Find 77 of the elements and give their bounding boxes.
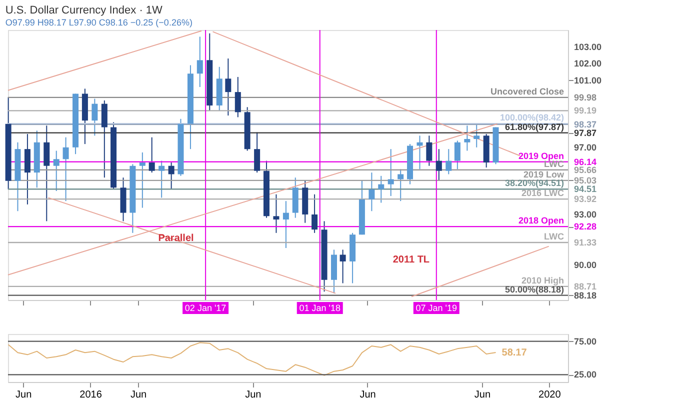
ref-line-label: 2016 LWC (521, 188, 564, 198)
candlestick (158, 160, 165, 198)
ref-line-label: 07 Jan '19 (416, 303, 458, 313)
x-tick-label: Jun (245, 390, 262, 398)
y-tick-label: 103.00 (574, 42, 602, 52)
ref-line-label: 2019 Low (523, 169, 565, 180)
chart-title: U.S. Dollar Currency Index · 1W (5, 4, 164, 16)
candlestick (454, 140, 460, 170)
candlestick (464, 125, 470, 152)
annotation: Parallel (158, 232, 194, 244)
line-series (8, 342, 496, 376)
candlestick (436, 148, 442, 182)
candlestick (53, 150, 60, 192)
candlestick (398, 168, 404, 202)
y-tick-label: 102.00 (574, 58, 602, 69)
ref-line-label: 01 Jan '18 (299, 303, 341, 313)
y-tick-label: 93.00 (574, 209, 597, 220)
candlestick (168, 162, 174, 190)
candlestick (282, 200, 289, 249)
x-tick-label: Jun (474, 390, 491, 398)
ref-line-label: 02 Jan '17 (184, 303, 226, 313)
candlestick (474, 123, 480, 148)
y-tick-label: 96.14 (574, 156, 597, 167)
candlestick (254, 132, 260, 174)
candlestick (368, 172, 375, 212)
y-tick-label: 91.33 (574, 237, 597, 248)
y-tick-label: 94.51 (574, 184, 597, 194)
ref-line-label: LWC (544, 231, 564, 242)
candlestick (340, 249, 346, 284)
y-tick-label: 92.28 (574, 222, 597, 232)
candlestick (196, 36, 203, 88)
x-tick-label: Jun (360, 390, 376, 398)
candlestick (148, 136, 155, 174)
candlestick (225, 58, 232, 116)
y-tick-label: 99.19 (574, 106, 597, 116)
candlestick (312, 194, 318, 234)
ref-line-label: 38.20%(94.51) (504, 178, 564, 188)
ref-line-label: 50.00%(88.18) (504, 284, 564, 294)
ref-line-label: 2019 Open (518, 150, 564, 161)
candlestick (62, 136, 69, 202)
data-label: 58.17 (502, 348, 528, 359)
y-tick-label: 75.00 (574, 336, 597, 346)
candlestick (273, 194, 280, 234)
y-tick-label: 88.71 (574, 281, 597, 292)
candlestick (426, 135, 432, 166)
y-tick-label: 98.37 (574, 119, 597, 130)
ref-line-label: 2010 High (521, 275, 564, 286)
ref-line-label: 100.00%(98.42) (500, 112, 564, 123)
y-tick-label: 97.00 (574, 142, 597, 152)
candlestick (446, 148, 452, 175)
y-tick-label: 101.00 (574, 75, 602, 86)
y-tick-label: 95.66 (574, 164, 597, 175)
y-tick-label: 99.98 (574, 92, 597, 102)
candlestick (234, 76, 241, 118)
ref-line-label: 61.80%(97.87) (504, 122, 564, 132)
ref-line-label: 2018 Open (518, 216, 564, 226)
y-tick-label: 88.18 (574, 290, 597, 300)
y-tick-label: 90.00 (574, 260, 597, 270)
candlestick (92, 98, 98, 136)
x-tick-label: Jun (16, 390, 32, 398)
y-tick-label: 25.00 (574, 370, 597, 380)
annotation: 2011 TL (392, 254, 430, 266)
y-tick-label: 93.92 (574, 194, 597, 204)
x-tick-label: 2020 (538, 390, 562, 398)
candlestick (44, 125, 50, 222)
candlestick (139, 152, 146, 208)
y-tick-label: 97.87 (574, 128, 597, 138)
candlestick (388, 148, 394, 197)
candlestick (416, 135, 423, 170)
x-tick-label: 2016 (80, 390, 102, 398)
candlestick (101, 100, 108, 178)
ref-line-label: Uncovered Close (490, 86, 564, 96)
candlestick (24, 133, 30, 205)
x-tick-label: Jun (130, 390, 147, 398)
chart-subtitle: O97.99 H98.17 L97.90 C98.16 −0.25 (−0.26%) (5, 18, 192, 28)
y-tick-label: 95.03 (574, 175, 597, 186)
candlestick (378, 175, 384, 204)
